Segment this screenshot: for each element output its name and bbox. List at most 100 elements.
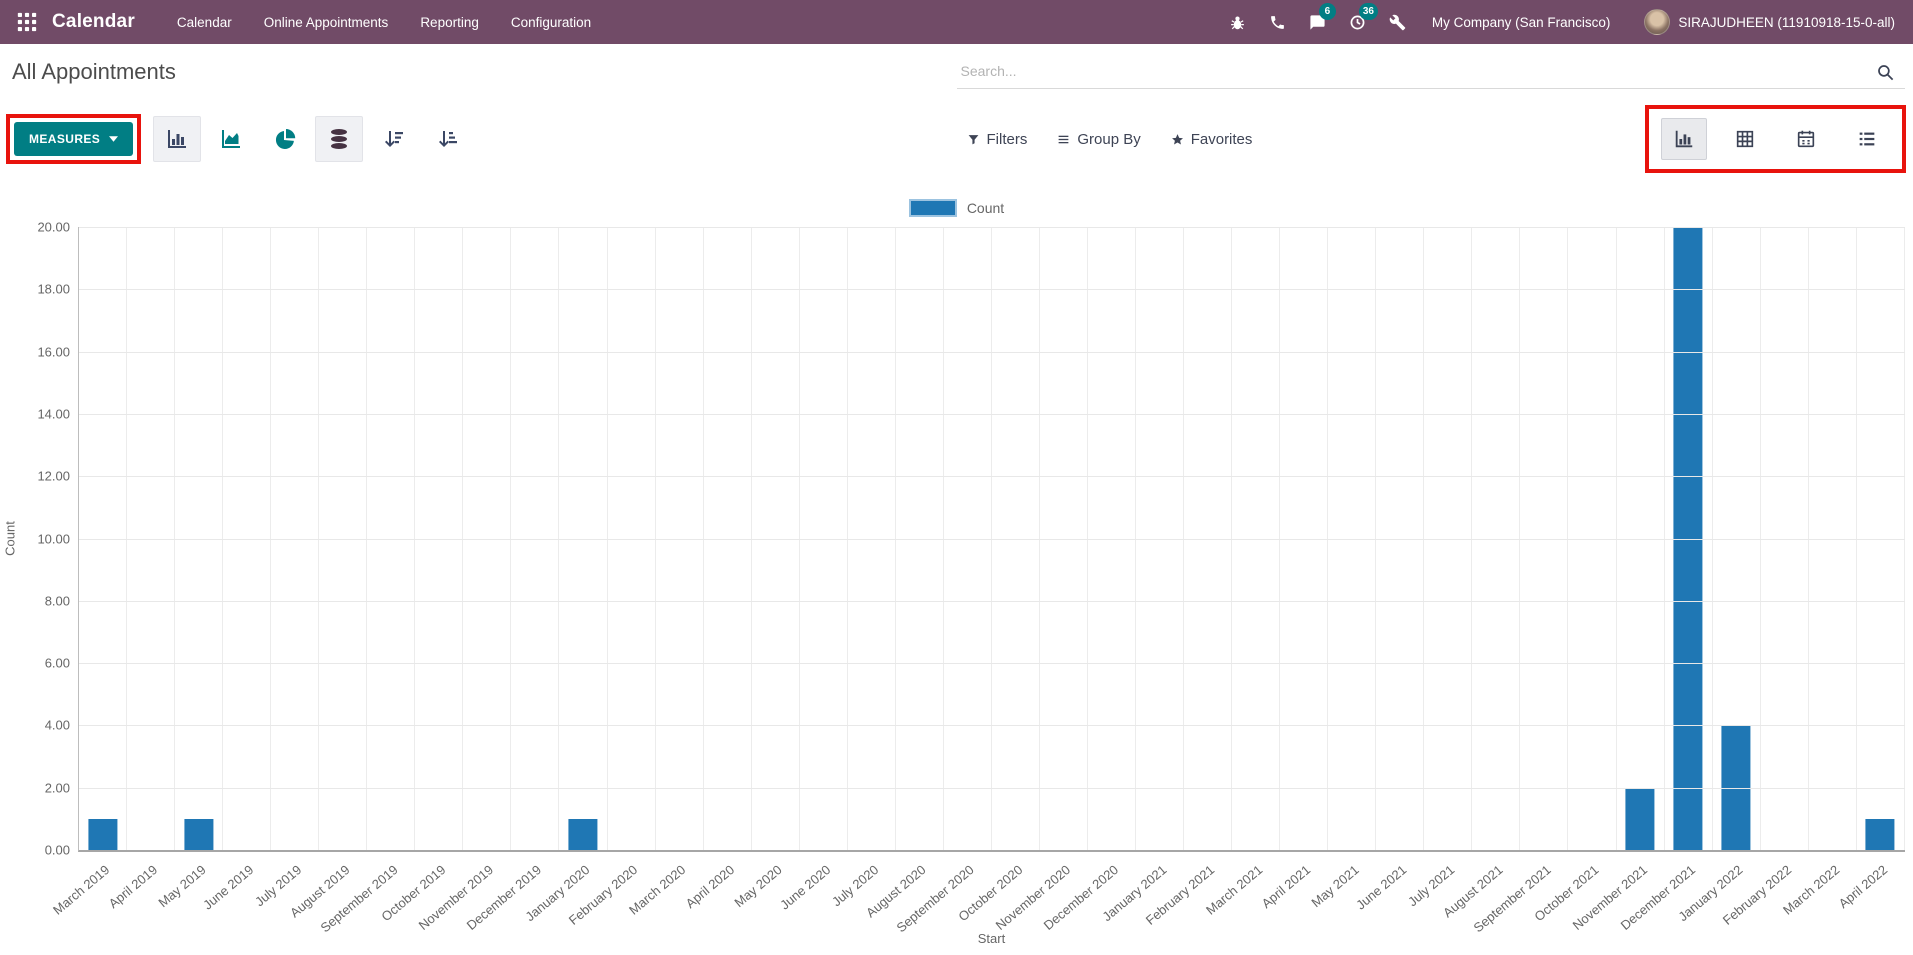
sort-ascending-button[interactable] <box>423 116 471 162</box>
y-tick-label: 6.00 <box>45 656 70 671</box>
phone-icon[interactable] <box>1258 0 1298 44</box>
tools-icon[interactable] <box>1378 0 1418 44</box>
chat-icon[interactable]: 6 <box>1298 0 1338 44</box>
chat-badge: 6 <box>1319 3 1336 20</box>
annotation-box-measures: MEASURES <box>6 114 141 164</box>
bug-glyph <box>1229 14 1246 31</box>
gridline-horizontal <box>79 414 1905 415</box>
gridline-horizontal <box>79 539 1905 540</box>
group-by-icon <box>1057 133 1070 146</box>
x-tick-label: April 2022 <box>1835 862 1889 911</box>
grid-glyph <box>17 12 37 32</box>
list-view-button[interactable] <box>1844 118 1890 160</box>
bar-chart-button[interactable] <box>153 116 201 162</box>
y-tick-label: 10.00 <box>37 531 70 546</box>
sort-descending-button[interactable] <box>369 116 417 162</box>
y-tick-label: 14.00 <box>37 406 70 421</box>
chevron-down-icon <box>109 136 118 142</box>
user-menu[interactable]: SIRAJUDHEEN (11910918-15-0-all) <box>1678 15 1895 30</box>
apps-grid-icon[interactable] <box>10 0 44 44</box>
calendar-view-button[interactable] <box>1783 118 1829 160</box>
phone-glyph <box>1269 14 1286 31</box>
x-tick-label: March 2019 <box>50 862 112 918</box>
bar-november-2021[interactable] <box>1625 788 1654 850</box>
search-facets: Filters Group By Favorites <box>957 131 1253 148</box>
bar-may-2019[interactable] <box>184 819 213 850</box>
navbar-menu: CalendarOnline AppointmentsReportingConf… <box>161 0 607 44</box>
group-by-button[interactable]: Group By <box>1057 131 1140 148</box>
graph-view: Count Count March 2019April 2019May 2019… <box>0 183 1913 955</box>
y-tick-label: 0.00 <box>45 843 70 858</box>
search-glyph <box>1876 63 1895 82</box>
user-avatar[interactable] <box>1644 9 1670 35</box>
x-tick-label: April 2019 <box>106 862 160 911</box>
y-tick-label: 20.00 <box>37 220 70 235</box>
activity-badge: 36 <box>1359 3 1378 20</box>
app-title[interactable]: Calendar <box>52 11 135 33</box>
control-panel: MEASURES Filters Group By Favorites <box>0 99 1913 183</box>
favorites-label: Favorites <box>1191 131 1253 148</box>
y-tick-label: 2.00 <box>45 780 70 795</box>
y-tick-label: 8.00 <box>45 593 70 608</box>
bug-icon[interactable] <box>1218 0 1258 44</box>
legend-label: Count <box>967 200 1004 216</box>
filter-icon <box>967 133 980 146</box>
y-axis-title: Count <box>3 504 18 574</box>
gridline-horizontal <box>79 227 1905 228</box>
navbar-right: 6 36 My Company (San Francisco) SIRAJUDH… <box>1218 0 1899 44</box>
filters-button[interactable]: Filters <box>967 131 1028 148</box>
y-tick-label: 16.00 <box>37 344 70 359</box>
gridline-horizontal <box>79 476 1905 477</box>
x-axis-title: Start <box>78 931 1905 946</box>
x-tick-label: April 2021 <box>1259 862 1313 911</box>
page-title: All Appointments <box>12 59 176 84</box>
company-switcher[interactable]: My Company (San Francisco) <box>1432 15 1611 30</box>
activity-clock-icon[interactable]: 36 <box>1338 0 1378 44</box>
favorites-button[interactable]: Favorites <box>1171 131 1253 148</box>
x-tick-label: May 2020 <box>731 862 784 910</box>
filters-label: Filters <box>987 131 1028 148</box>
menu-item-reporting[interactable]: Reporting <box>404 0 495 44</box>
graph-view-button[interactable] <box>1661 118 1707 160</box>
gridline-horizontal <box>79 725 1905 726</box>
annotation-box-view-switcher <box>1645 105 1906 173</box>
search-input[interactable] <box>957 54 1906 89</box>
search-icon[interactable] <box>1876 63 1895 82</box>
gridline-horizontal <box>79 663 1905 664</box>
star-icon <box>1171 133 1184 146</box>
bar-january-2020[interactable] <box>568 819 597 850</box>
gridline-horizontal <box>79 601 1905 602</box>
gridline-horizontal <box>79 289 1905 290</box>
menu-item-calendar[interactable]: Calendar <box>161 0 248 44</box>
gridline-horizontal <box>79 788 1905 789</box>
x-tick-label: May 2021 <box>1308 862 1361 910</box>
pivot-view-button[interactable] <box>1722 118 1768 160</box>
y-tick-label: 12.00 <box>37 469 70 484</box>
menu-item-online-appointments[interactable]: Online Appointments <box>248 0 405 44</box>
y-tick-label: 18.00 <box>37 282 70 297</box>
bar-march-2019[interactable] <box>88 819 117 850</box>
x-tick-label: May 2019 <box>155 862 208 910</box>
x-tick-label: April 2020 <box>682 862 736 911</box>
legend-swatch <box>909 199 957 217</box>
group-by-label: Group By <box>1077 131 1140 148</box>
search-bar <box>957 54 1913 89</box>
x-tick-label: June 2021 <box>1353 862 1409 913</box>
pie-chart-button[interactable] <box>261 116 309 162</box>
bar-april-2022[interactable] <box>1866 819 1895 850</box>
menu-item-configuration[interactable]: Configuration <box>495 0 607 44</box>
top-navbar: Calendar CalendarOnline AppointmentsRepo… <box>0 0 1913 44</box>
chart-type-buttons <box>153 116 471 162</box>
gridline-horizontal <box>79 352 1905 353</box>
x-tick-label: June 2019 <box>200 862 256 913</box>
x-tick-label: June 2020 <box>777 862 833 913</box>
y-tick-label: 4.00 <box>45 718 70 733</box>
legend-item[interactable]: Count <box>0 199 1913 217</box>
breadcrumb-search-row: All Appointments <box>0 44 1913 99</box>
area-chart-button[interactable] <box>207 116 255 162</box>
stacked-button[interactable] <box>315 116 363 162</box>
tools-glyph <box>1389 14 1406 31</box>
plot-area: March 2019April 2019May 2019June 2019Jul… <box>78 227 1905 852</box>
measures-label: MEASURES <box>29 132 100 146</box>
measures-button[interactable]: MEASURES <box>14 122 133 156</box>
